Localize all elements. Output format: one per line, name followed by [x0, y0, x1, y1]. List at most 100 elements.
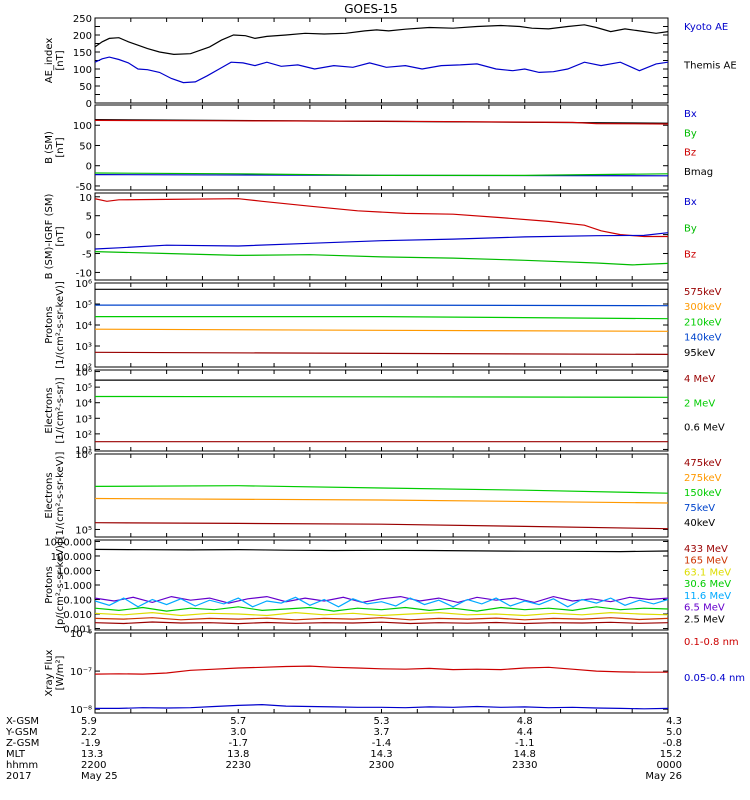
y-tick-label: 1.000	[63, 581, 92, 592]
y-tick-label: 0.001	[63, 625, 92, 636]
x-row-label: Y-GSM	[5, 727, 38, 738]
panel-frame	[94, 632, 669, 714]
x-table-value: 4.3	[666, 716, 682, 727]
y-tick-label: 150	[73, 48, 92, 59]
legend-label: 140keV	[684, 333, 722, 344]
legend-label: 4 MeV	[684, 374, 715, 385]
y-tick-label: -10	[76, 268, 92, 279]
y-tick-label: 0	[86, 231, 92, 242]
y-tick-label: 10⁻⁶	[70, 629, 92, 640]
series-line-themis-ae	[95, 56, 668, 84]
legend-label: 30.6 MeV	[684, 579, 731, 590]
x-table-value: 13.3	[81, 749, 103, 760]
y-tick-label: 50	[79, 141, 92, 152]
series-line-bz	[95, 198, 668, 238]
y-axis-label: Protons	[44, 306, 55, 343]
panel-digrf: -10 -5 0 5 10 B (SM)-IGRF (SM) [nT] Bx By Bz	[44, 192, 697, 281]
panel-xray: 10⁻⁸ 10⁻⁷ 10⁻⁶ Xray Flux [W/m²] 0.1-0.8 nm 0.0…	[44, 629, 745, 716]
legend-label: 0.1-0.8 nm	[684, 637, 739, 648]
x-table-value: 14.3	[370, 749, 392, 760]
x-table-value: 3.0	[230, 727, 246, 738]
x-table-value: 2330	[512, 760, 537, 771]
y-tick-label: 0	[86, 162, 92, 173]
x-table-value: 14.8	[514, 749, 536, 760]
legend-label: Themis AE	[683, 61, 737, 72]
legend-label: 475keV	[684, 458, 722, 469]
panel-ae: 0 50 100 150 200 250 AE_index [nT] Kyoto AE Themi…	[44, 14, 737, 110]
series-line-210kev	[95, 316, 668, 320]
legend-label: 300keV	[684, 302, 722, 313]
y-tick-label: 10⁵	[75, 300, 92, 311]
y-tick-label: 250	[73, 14, 92, 25]
y-tick-label: 10⁶	[75, 368, 92, 379]
y-tick-label: 10⁴	[75, 321, 92, 332]
legend-label: 0.6 MeV	[684, 423, 725, 434]
series-line-63-1-mev	[95, 611, 668, 617]
legend-label: 75keV	[684, 503, 715, 514]
series-line-bz	[95, 119, 668, 125]
y-axis-label: [p/(cm²-s-sr-keV)]	[55, 541, 66, 629]
series-line-140kev	[95, 304, 668, 307]
y-axis-label: Xray Flux	[44, 649, 55, 696]
y-tick-label: 10³	[75, 414, 92, 425]
legend-label: 2 MeV	[684, 398, 715, 409]
x-table-value: 5.9	[81, 716, 97, 727]
y-tick-label: 100	[73, 121, 92, 132]
panel-protons_mag: 10² 10³ 10⁴ 10⁵ 10⁶ Protons [1/(cm²-s-sr-keV)]…	[44, 279, 722, 374]
legend-label: 150keV	[684, 488, 722, 499]
y-tick-label: 10⁵	[75, 383, 92, 394]
legend-label: 575keV	[684, 287, 722, 298]
series-line-by	[95, 251, 668, 266]
y-tick-label: -50	[76, 182, 92, 193]
y-tick-label: 0.100	[63, 596, 92, 607]
series-line-300kev	[95, 328, 668, 332]
series-line-2-5-mev	[95, 548, 668, 553]
x-table-value: 5.3	[374, 716, 390, 727]
series-line-165-mev	[95, 617, 668, 621]
legend-label: Bx	[684, 109, 697, 120]
legend-label: By	[684, 223, 697, 234]
panel-protons_energetic: 0.001 0.010 0.100 1.000 10.000 100.000 1000.00…	[44, 537, 731, 635]
y-axis-label: [1/(cm²-s-sr)]	[55, 377, 66, 443]
x-table-value: -1.4	[372, 738, 392, 749]
series-line-275kev	[95, 497, 668, 504]
x-table-value: -0.8	[662, 738, 682, 749]
y-axis-label: [nT]	[55, 226, 66, 246]
panel-frame	[94, 369, 669, 452]
series-line-30-6-mev	[95, 606, 668, 612]
y-axis-label: [nT]	[55, 50, 66, 70]
legend-label: Bz	[684, 148, 696, 159]
y-axis-label: Electrons	[44, 387, 55, 433]
series-line-bx	[95, 232, 668, 250]
legend-label: 11.6 MeV	[684, 591, 731, 602]
x-table-value: 15.2	[660, 749, 682, 760]
y-tick-label: 10³	[75, 342, 92, 353]
series-line-11-6-mev	[95, 596, 668, 608]
y-tick-label: -5	[82, 250, 92, 261]
y-tick-label: 10²	[75, 363, 92, 374]
series-line-575kev	[95, 351, 668, 355]
legend-label: 210keV	[684, 317, 722, 328]
x-row-label: 2017	[6, 771, 31, 782]
y-axis-label: AE_index	[44, 38, 55, 84]
y-tick-label: 0	[86, 99, 92, 110]
y-axis-label: [nT]	[55, 137, 66, 157]
legend-label: 2.5 MeV	[684, 614, 725, 625]
legend-label: Bmag	[684, 167, 713, 178]
y-axis-label: B (SM)-IGRF (SM)	[44, 194, 55, 280]
y-tick-label: 10	[79, 193, 92, 204]
y-axis-label: [1/(cm²-s-sr-keV)]	[55, 452, 66, 540]
y-tick-label: 10⁻⁷	[70, 667, 92, 678]
x-table-value: 2300	[369, 760, 394, 771]
y-tick-label: 100	[73, 65, 92, 76]
series-line-by	[95, 172, 668, 176]
panel-electrons_mag2: 10⁵ 10⁶ Electrons [1/(cm²-s-sr-keV)] 475keV 2…	[44, 450, 722, 539]
x-row-label: hhmm	[6, 760, 38, 771]
x-table-value: -1.1	[515, 738, 535, 749]
y-tick-label: 10¹	[75, 445, 92, 456]
panel-electrons_mag: 10¹ 10² 10³ 10⁴ 10⁵ 10⁶ Electrons [1/(cm²-s-sr)…	[44, 368, 725, 457]
legend-label: 275keV	[684, 473, 722, 484]
legend-label: 165 MeV	[684, 556, 728, 567]
legend-label: By	[684, 128, 697, 139]
y-tick-label: 0.010	[63, 610, 92, 621]
